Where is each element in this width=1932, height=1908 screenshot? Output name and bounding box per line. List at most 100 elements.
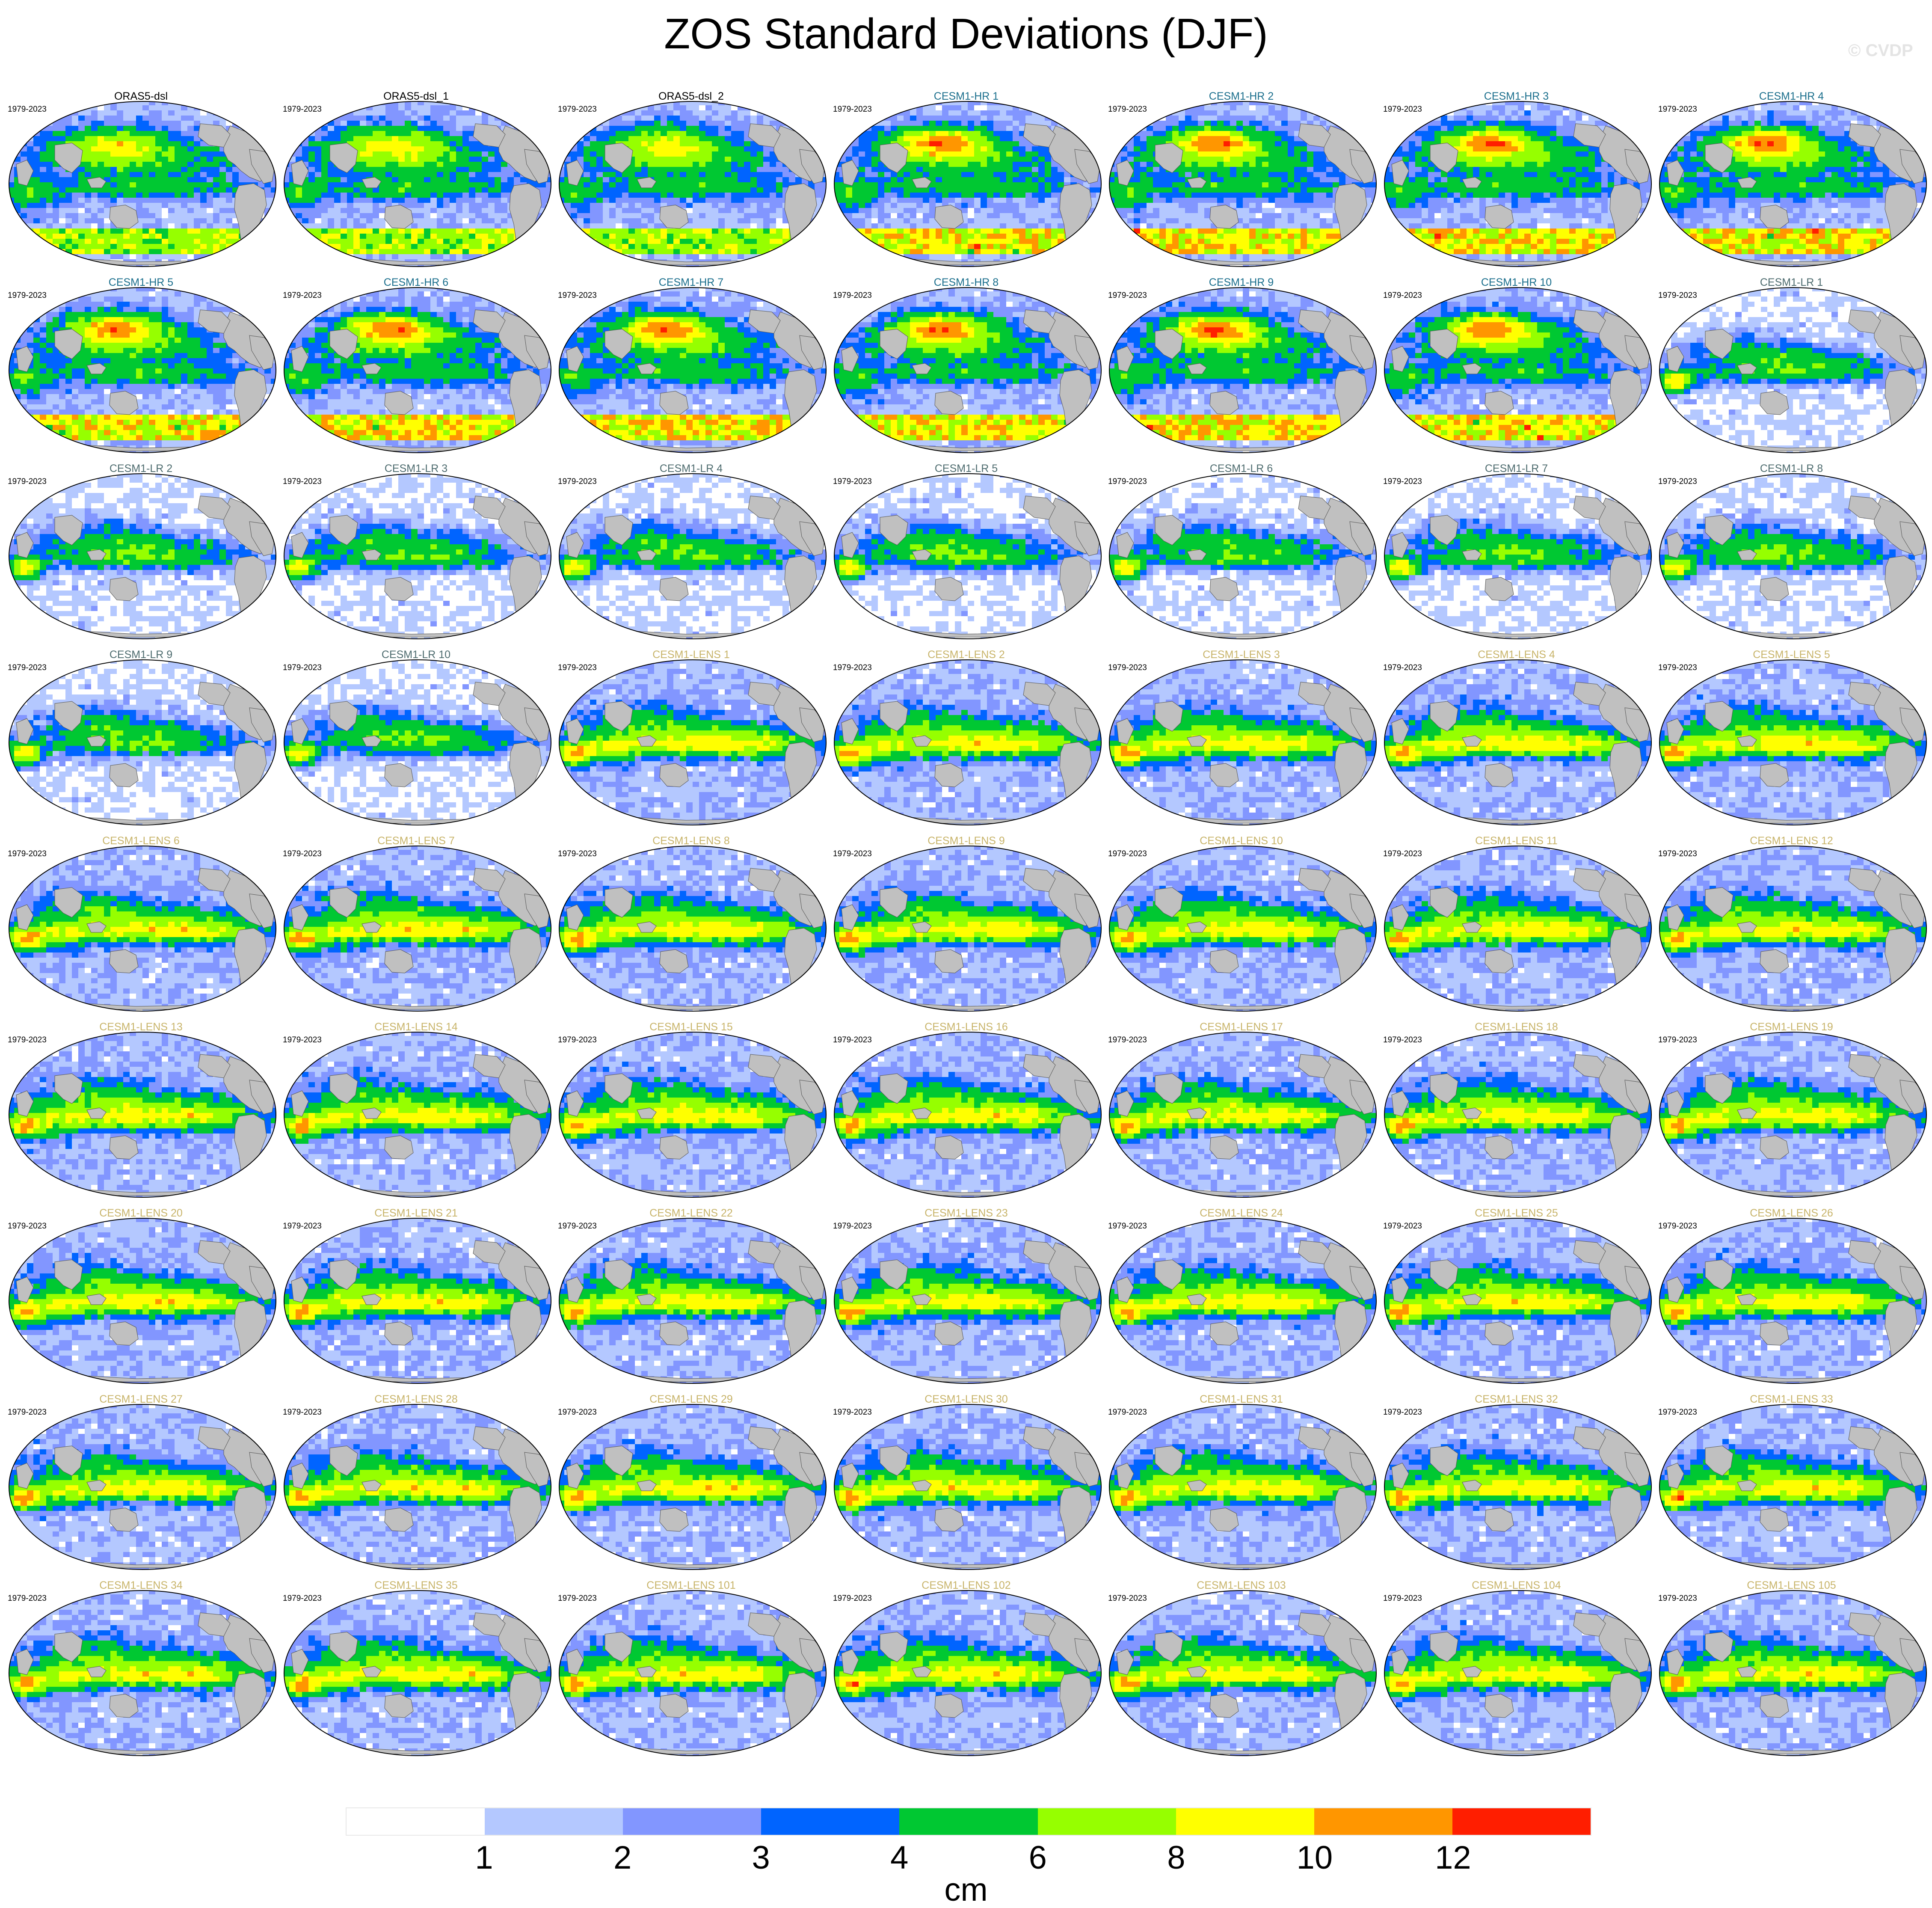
world-map (1383, 659, 1653, 826)
panel-title: CESM1-LENS 31 (1104, 1393, 1379, 1406)
map-panel: 1979-2023 CESM1-LENS 25 (1379, 1202, 1654, 1389)
world-map (558, 1589, 827, 1757)
world-map (8, 472, 277, 640)
world-map (8, 845, 277, 1012)
panel-period: 1979-2023 (1108, 291, 1147, 300)
panel-period: 1979-2023 (1658, 849, 1697, 859)
world-map (283, 845, 552, 1012)
panel-period: 1979-2023 (833, 1594, 872, 1603)
panel-title: CESM1-LENS 103 (1104, 1579, 1379, 1592)
panel-title: CESM1-LR 6 (1104, 463, 1379, 475)
panel-title: CESM1-LENS 25 (1379, 1207, 1654, 1220)
panel-period: 1979-2023 (1108, 849, 1147, 859)
panel-title: CESM1-HR 6 (279, 276, 554, 289)
panel-period: 1979-2023 (1658, 1594, 1697, 1603)
world-map (833, 845, 1102, 1012)
panel-period: 1979-2023 (8, 477, 47, 487)
panel-period: 1979-2023 (1383, 1222, 1422, 1231)
world-map (1658, 1031, 1928, 1199)
panel-period: 1979-2023 (833, 663, 872, 673)
world-map (1383, 1217, 1653, 1385)
panel-title: CESM1-LR 5 (829, 463, 1104, 475)
panel-title: CESM1-LR 1 (1654, 276, 1929, 289)
world-map (833, 1589, 1102, 1757)
map-panel: 1979-2023 CESM1-LENS 2 (829, 644, 1104, 830)
panel-period: 1979-2023 (1383, 105, 1422, 114)
panel-period: 1979-2023 (558, 477, 597, 487)
colorbar-tick-label: 8 (1150, 1839, 1202, 1877)
panel-period: 1979-2023 (1383, 291, 1422, 300)
world-map (558, 1217, 827, 1385)
world-map (558, 472, 827, 640)
panel-title: CESM1-LENS 104 (1379, 1579, 1654, 1592)
world-map (1658, 100, 1928, 268)
panel-title: CESM1-LENS 32 (1379, 1393, 1654, 1406)
panel-period: 1979-2023 (283, 105, 322, 114)
panel-period: 1979-2023 (558, 1594, 597, 1603)
panel-period: 1979-2023 (1108, 1408, 1147, 1417)
world-map (1383, 1031, 1653, 1199)
panel-title: CESM1-LENS 23 (829, 1207, 1104, 1220)
panel-title: CESM1-LENS 2 (829, 649, 1104, 661)
world-map (283, 1589, 552, 1757)
world-map (283, 1031, 552, 1199)
panel-period: 1979-2023 (1108, 105, 1147, 114)
world-map (283, 1217, 552, 1385)
panel-title: CESM1-HR 8 (829, 276, 1104, 289)
panel-title: CESM1-LENS 30 (829, 1393, 1104, 1406)
panel-period: 1979-2023 (8, 1408, 47, 1417)
world-map (558, 100, 827, 268)
panel-period: 1979-2023 (1108, 1594, 1147, 1603)
world-map (8, 1217, 277, 1385)
panel-title: CESM1-LENS 20 (3, 1207, 279, 1220)
world-map (1108, 286, 1378, 454)
panel-title: CESM1-LENS 8 (554, 835, 829, 847)
panel-period: 1979-2023 (833, 1036, 872, 1045)
world-map (558, 1403, 827, 1571)
colorbar-tick-label: 6 (1012, 1839, 1064, 1877)
panel-period: 1979-2023 (8, 1594, 47, 1603)
panel-title: CESM1-LENS 101 (554, 1579, 829, 1592)
colorbar-box (761, 1808, 899, 1835)
world-map (833, 286, 1102, 454)
panel-period: 1979-2023 (558, 105, 597, 114)
panel-period: 1979-2023 (1383, 1036, 1422, 1045)
map-panel: 1979-2023 CESM1-HR 8 (829, 272, 1104, 458)
world-map (1108, 100, 1378, 268)
panel-period: 1979-2023 (8, 291, 47, 300)
panel-title: CESM1-LR 3 (279, 463, 554, 475)
panel-period: 1979-2023 (1108, 1036, 1147, 1045)
world-map (1108, 1589, 1378, 1757)
panel-period: 1979-2023 (833, 105, 872, 114)
panel-title: CESM1-HR 7 (554, 276, 829, 289)
panel-title: CESM1-LENS 28 (279, 1393, 554, 1406)
panel-title: ORAS5-dsl (3, 90, 279, 103)
panel-period: 1979-2023 (8, 663, 47, 673)
panel-title: CESM1-LR 4 (554, 463, 829, 475)
panel-period: 1979-2023 (1658, 663, 1697, 673)
panel-period: 1979-2023 (558, 1222, 597, 1231)
panel-period: 1979-2023 (833, 291, 872, 300)
world-map (1108, 845, 1378, 1012)
panel-title: CESM1-LENS 15 (554, 1021, 829, 1033)
